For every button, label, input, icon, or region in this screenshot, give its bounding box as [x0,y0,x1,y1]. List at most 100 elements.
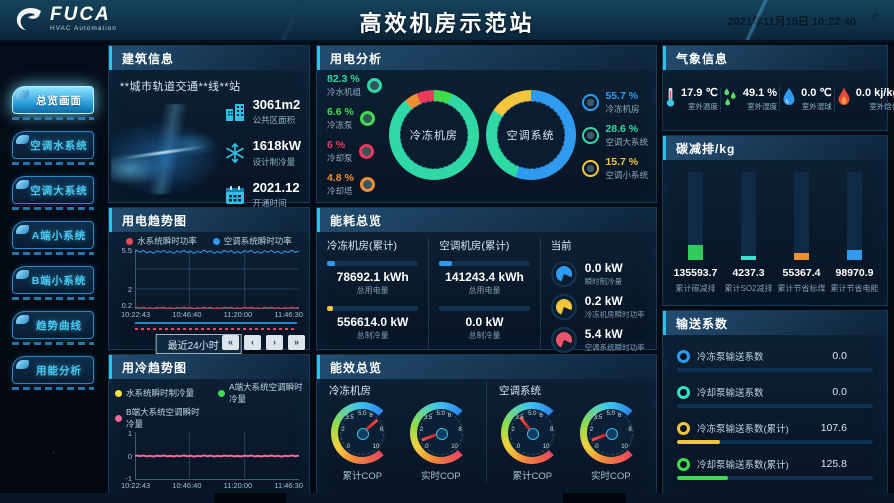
current-stat: 0.2 kW 冷冻机房瞬时功率 [550,294,646,320]
ring-icon [677,349,690,363]
gauge-tick-label: 8 [628,426,632,433]
bar-fill [688,245,703,260]
pie-icon [550,327,577,353]
sidebar-item-a-small-system[interactable]: A端小系统 [12,221,94,255]
sidebar-item-water-system[interactable]: 空调水系统 [12,131,94,165]
current-column: 当前 0.0 kW 瞬时制冷量 0.2 kW 冷冻机房瞬时功率 5.4 kW 空调系统… [539,238,656,353]
opening-date-value: 2021.12 [252,179,300,195]
gauge-tick-label: 0 [425,443,429,450]
train-button[interactable]: 总览画面 [12,86,94,114]
train-button[interactable]: 空调水系统 [12,131,94,159]
train-artwork [111,104,233,194]
rail-decoration [12,387,94,390]
opening-date-label: 开通时间 [252,197,287,208]
legend-ring-icon [359,177,375,192]
ring-icon [677,385,690,399]
carbon-bar: 55367.4 累计节省标煤 [776,172,828,294]
y-tick: 0.2 [121,301,132,310]
wetbulb-drop-icon [782,87,796,112]
sidebar-item-energy-analysis[interactable]: 用能分析 [12,356,94,390]
y-tick: -1 [125,474,132,483]
legend-item: B端大系统空调瞬时冷量 [115,406,200,430]
train-button[interactable]: 空调大系统 [12,176,94,204]
ring-icon [677,421,690,435]
x-axis-labels: 10:22:43 10:46:40 11:20:00 11:46:30 [121,481,303,490]
gauge-tick-label: 0 [346,443,351,450]
gauge-tick-label: 10 [621,443,628,450]
brush-line-red[interactable] [135,328,297,330]
gauge-tick-label: 2 [511,426,515,433]
fullscreen-icon[interactable]: ↗ [868,12,878,24]
ac-system-gauges: 空调系统 0 2 3.5 5.0 6 8 10 累计COP 0 2 3.5 5.0 6 8 10 实时C… [486,381,656,482]
gauge-tick-label: 8 [549,426,554,433]
progress-bar [327,306,334,311]
efficiency-overview-panel: 能效总览 冷冻机房 0 2 3.5 5.0 6 8 10 累计COP 0 2 3.5 5.0 6 8 1… [316,354,657,498]
gauge-tick-label: 6 [447,412,452,419]
bar-fill [847,250,862,260]
sidebar-item-overview[interactable]: 总览画面 [12,86,94,120]
rail-decoration [12,207,94,210]
train-button[interactable]: B端小系统 [12,266,94,294]
train-button[interactable]: A端小系统 [12,221,94,249]
logo-subtext: HVAC Automation [50,25,117,33]
area-label: 公共区面积 [252,115,296,126]
carbon-bar: 135593.7 累计碳减排 [670,172,722,294]
rail-decoration [12,297,94,300]
rail-decoration [12,117,94,120]
station-name: **城市轨道交通**线**站 [120,81,241,93]
gauge-tick-label: 8 [379,426,384,433]
gauge-tick-label: 3.5 [593,415,603,422]
gauge-tick-label: 10 [451,443,458,450]
progress-bar [677,440,721,444]
gauge-tick-label: 2 [589,426,594,433]
power-trend-panel: 用电趋势图 水系统瞬时功率 空调系统瞬时功率 5.5 2 0.2 [108,207,310,354]
last-page-button[interactable]: » [288,335,305,350]
legend-ring-icon [358,144,374,159]
train-button[interactable]: 用能分析 [12,356,94,384]
footer-bar [0,493,894,503]
legend-arc-icon [578,123,603,147]
cop-gauge: 0 2 3.5 5.0 6 8 10 [579,402,642,464]
gauge-tick-label: 5.0 [606,410,615,417]
gauge-tick-label: 10 [372,443,380,450]
gauge-tick-label: 3.5 [345,415,354,422]
sidebar-item-b-small-system[interactable]: B端小系统 [12,266,94,300]
transport-row: 冷却泵输送系数(累计) 125.8 [677,457,873,480]
pie-icon [550,294,577,320]
legend-arc-icon [578,156,603,180]
legend-dot [126,237,134,245]
logo-text: FUCA [50,4,111,26]
power-trend-chart: 5.5 2 0.2 [122,246,299,310]
gauge-tick-label: 3.5 [423,415,433,422]
logo: FUCA HVAC Automation [14,5,117,33]
gauge-tick-label: 6 [539,412,543,419]
gauge-tick-label: 8 [458,426,462,433]
first-page-button[interactable]: « [222,335,239,350]
panel-title: 用电分析 [330,51,383,66]
sidebar-item-large-ac-system[interactable]: 空调大系统 [12,176,94,210]
gauge-tick-label: 2 [341,426,345,433]
train-button[interactable]: 趋势曲线 [12,311,94,339]
snowflake-icon [224,142,246,164]
building-stat: 2021.12 开通时间 [224,179,301,209]
pie-icon [550,261,577,287]
left-legend: 82.3 % 冷水机组 6.6 % 冷冻泵 6 % 冷却泵 4.8 % 冷却塔 [327,73,383,197]
right-legend: 55.7 % 冷冻机房 28.6 % 空调大系统 15.7 % 空调小系统 [578,90,648,181]
brush-line-blue[interactable] [135,322,297,324]
legend-ring-icon [359,111,375,126]
sidebar-item-trend-curve[interactable]: 趋势曲线 [12,311,94,345]
building-icon [224,101,246,123]
carbon-bar: 4237.3 累计SO2减排 [723,172,775,294]
chiller-room-donut-chart: 冷冻机房 [388,90,479,180]
next-page-button[interactable]: › [266,335,283,350]
panel-title: 气象信息 [676,51,729,66]
prev-page-button[interactable]: ‹ [244,335,261,350]
legend-dot [218,389,225,397]
cooling-trend-panel: 用冷趋势图 水系统瞬时制冷量 A端大系统空调瞬时冷量 B端大系统空调瞬时冷量 1… [108,354,310,503]
datetime: 2021年11月15日 10:22:40 [727,16,856,28]
legend-item: 空调系统瞬时功率 [212,235,292,247]
gauge-tick-label: 0 [516,443,521,450]
progress-bar [439,261,452,266]
ac-system-donut-chart: 空调系统 [485,90,576,180]
